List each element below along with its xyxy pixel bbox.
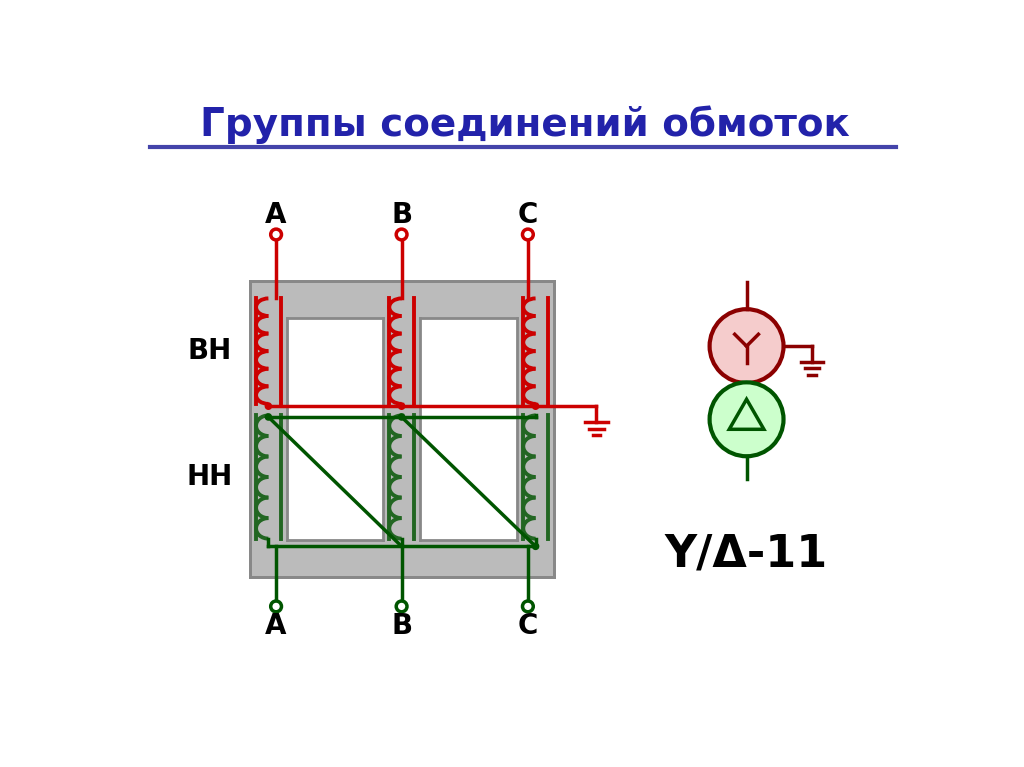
Text: B: B [391,201,413,229]
Circle shape [710,382,783,456]
Text: Группы соединений обмоток: Группы соединений обмоток [200,105,850,143]
Circle shape [532,543,539,549]
Circle shape [265,403,271,410]
Text: C: C [518,201,538,229]
Text: НН: НН [186,463,233,491]
Bar [420,318,517,540]
Text: ВН: ВН [187,337,232,365]
Circle shape [265,414,271,420]
Bar [383,318,420,540]
Text: C: C [518,611,538,640]
Circle shape [398,414,404,420]
Text: A: A [265,611,287,640]
Circle shape [532,403,539,410]
Text: B: B [391,611,413,640]
Circle shape [398,403,404,410]
Bar [287,318,383,540]
Bar [250,281,554,577]
Text: Y/Δ-11: Y/Δ-11 [665,532,828,575]
Text: A: A [265,201,287,229]
Circle shape [710,309,783,383]
